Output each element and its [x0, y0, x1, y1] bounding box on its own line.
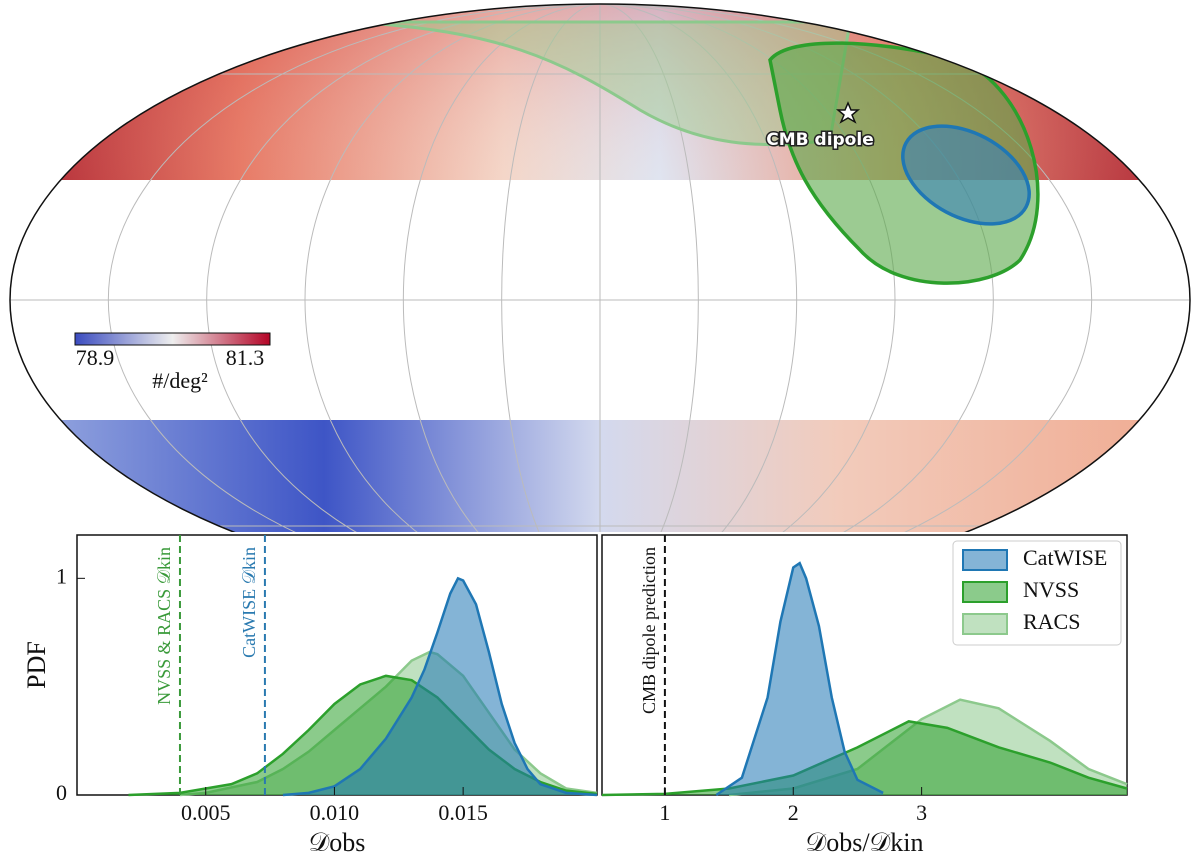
y-tick-label: 1 [56, 563, 67, 588]
colorbar-label: #/deg² [152, 368, 208, 393]
catwise-contour [901, 124, 1031, 226]
x-tick-label: 1 [659, 800, 670, 825]
legend-label: RACS [1023, 609, 1080, 634]
racs-contour [349, 20, 852, 147]
x-tick-label: 0.015 [438, 800, 488, 825]
legend-label: NVSS [1023, 577, 1079, 602]
reference-label: NVSS & RACS 𝒟kin [154, 547, 174, 705]
area-fill [282, 578, 597, 795]
pdf-line [282, 576, 598, 797]
colorbar-tick-label: 78.9 [76, 345, 115, 370]
pdf-line [715, 561, 884, 797]
reference-label: CMB dipole prediction [639, 547, 659, 714]
pdf-line [601, 720, 1128, 797]
area-fill [716, 563, 884, 795]
legend-swatch [962, 549, 1008, 571]
legend-label: CatWISE [1023, 545, 1107, 570]
y-tick-label: 0 [56, 780, 67, 805]
x-tick-label: 2 [788, 800, 799, 825]
legend-swatch [962, 581, 1008, 603]
colorbar [74, 332, 271, 346]
x-tick-label: 3 [916, 800, 927, 825]
legend-swatch [962, 613, 1008, 635]
x-axis-label: 𝒟obs/𝒟kin [805, 828, 923, 857]
x-tick-label: 0.005 [181, 800, 231, 825]
cmb-label: CMB dipole [766, 130, 873, 150]
x-tick-label: 0.010 [310, 800, 360, 825]
x-axis-label: 𝒟obs [309, 828, 366, 857]
reference-label: CatWISE 𝒟kin [239, 547, 259, 658]
y-axis-label: PDF [22, 641, 51, 689]
sky-map [10, 4, 1190, 596]
cmb-star [835, 101, 861, 124]
area-fill [602, 721, 1127, 795]
colorbar-tick-label: 81.3 [226, 345, 265, 370]
